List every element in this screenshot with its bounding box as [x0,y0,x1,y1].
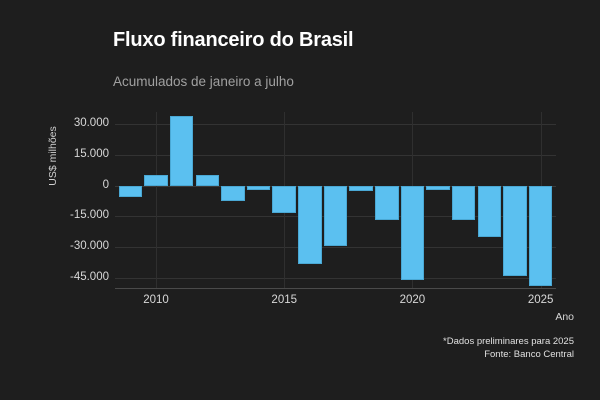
gridline-horizontal [115,277,556,279]
bar-2018[interactable] [349,185,373,191]
x-tick-label: 2010 [143,294,169,306]
y-tick-label: 0 [102,178,109,191]
bar-2012[interactable] [195,175,220,186]
bar-2013[interactable] [221,185,245,202]
bar-2010[interactable] [144,175,168,186]
footnote-source: Fonte: Banco Central [484,349,574,360]
y-tick-label: -45.000 [69,270,109,283]
bar-2009[interactable] [118,185,143,197]
bar-2024[interactable] [503,185,527,276]
bar-2025[interactable] [528,185,553,286]
gridline-horizontal [115,154,556,156]
x-axis-label: Ano [555,311,574,323]
bar-2021[interactable] [426,185,450,190]
chart-subtitle: Acumulados de janeiro a julho [113,74,294,89]
bar-2011[interactable] [169,116,194,186]
y-tick-label: 15.000 [73,147,109,160]
x-tick-label: 2020 [399,294,426,306]
x-tick-label: 2015 [271,294,298,306]
plot-area [115,112,556,288]
bar-2014[interactable] [246,185,271,190]
bar-2022[interactable] [451,185,476,221]
x-tick-label: 2025 [527,294,554,306]
bar-2023[interactable] [477,185,502,237]
plot-inner [115,112,556,288]
y-tick-label: -30.000 [69,240,109,253]
bar-2017[interactable] [323,185,348,247]
gridline-vertical [156,112,158,288]
y-tick-label: -15.000 [69,209,109,222]
bar-2016[interactable] [298,185,322,265]
chart-footnotes: *Dados preliminares para 2025 Fonte: Ban… [0,335,574,361]
bar-2019[interactable] [374,185,399,221]
gridline-horizontal [115,247,556,249]
bar-2015[interactable] [272,185,296,214]
bar-2020[interactable] [400,185,425,280]
y-tick-label: 30.000 [73,117,109,130]
gridline-horizontal [115,124,556,126]
footnote-preliminary: *Dados preliminares para 2025 [443,336,574,347]
chart-title: Fluxo financeiro do Brasil [113,29,354,51]
x-axis-line [115,288,556,289]
